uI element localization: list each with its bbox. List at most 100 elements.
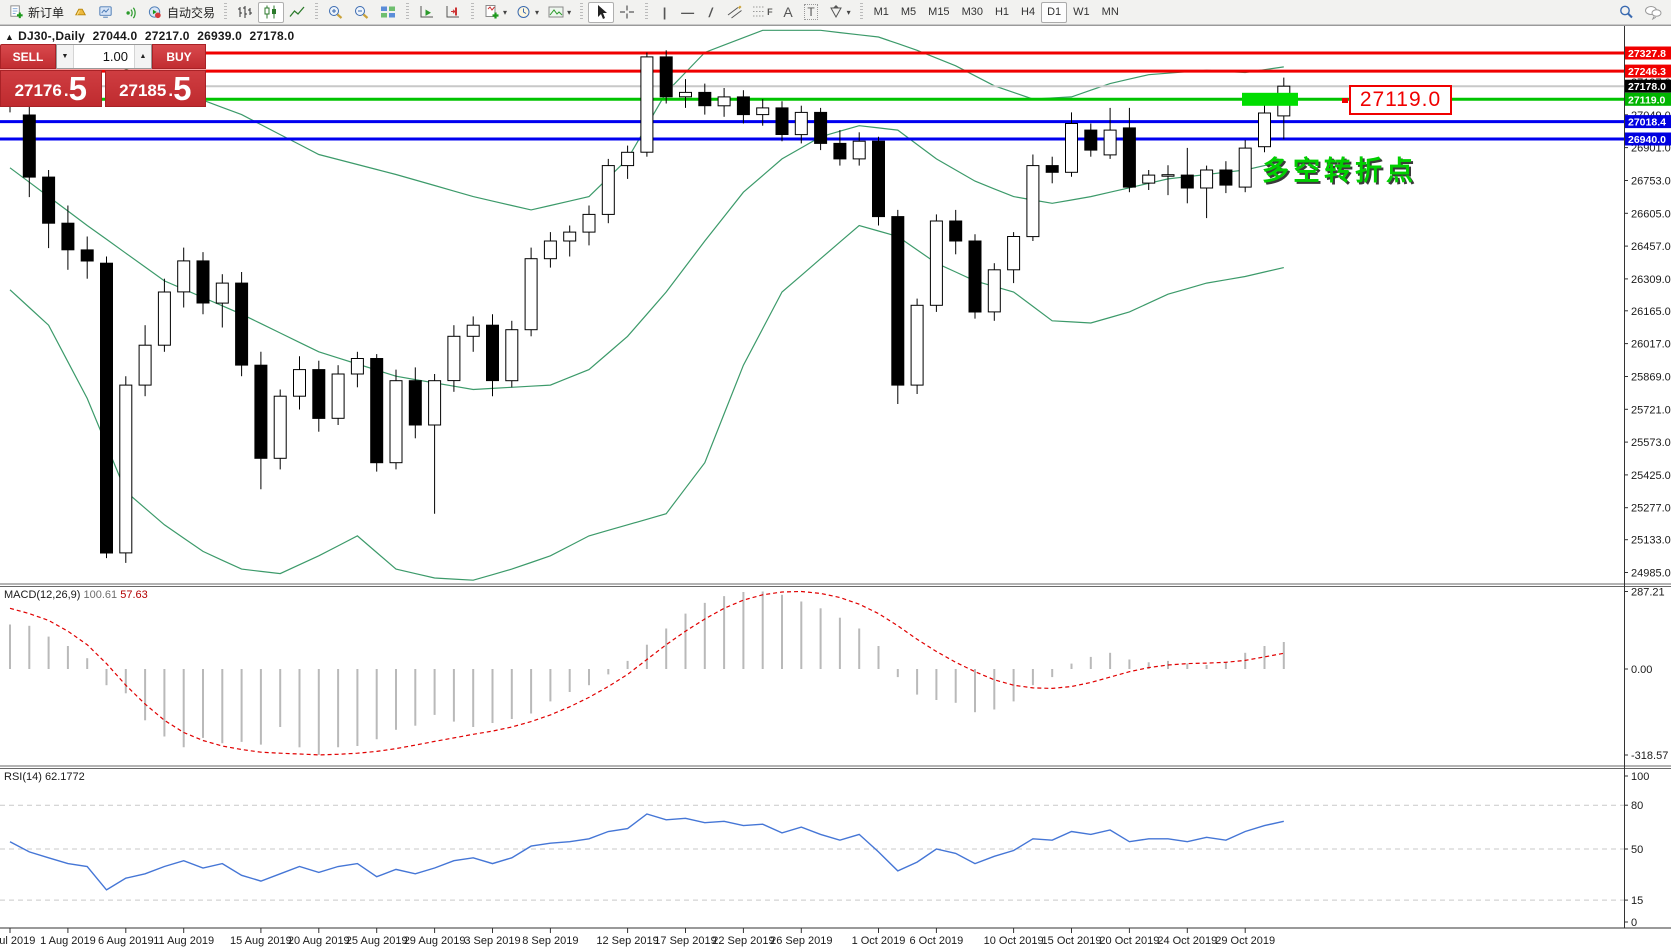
tab-m15[interactable]: M15 [928, 6, 950, 18]
candle-body [1103, 129, 1117, 156]
auto-trading-button[interactable]: 自动交易 [143, 2, 219, 23]
toolbar-grip [469, 3, 477, 21]
buy-button[interactable]: BUY [152, 44, 206, 69]
price-axis-tick-label: 26901.0 [1631, 143, 1671, 155]
candle-body [22, 114, 36, 178]
candle-body [1258, 112, 1271, 148]
turning-point-annotation[interactable]: 多空转折点 [1262, 156, 1417, 186]
crosshair-button[interactable] [614, 2, 640, 23]
dropdown-caret-icon[interactable]: ▾ [567, 7, 572, 17]
volume-input[interactable]: 1.00 [102, 49, 128, 64]
candle-body [756, 107, 770, 116]
toolbar-grip [643, 3, 651, 21]
indicators-button[interactable]: ▾ [479, 2, 511, 23]
candle-body [486, 324, 499, 382]
toolbar-grip [578, 3, 586, 21]
chart-background [0, 25, 1671, 949]
rsi-value: 62.1772 [44, 771, 85, 783]
fibonacci-button[interactable]: F [748, 2, 777, 23]
indicators-icon [485, 5, 499, 19]
candle-body [119, 384, 133, 554]
channel-icon [727, 5, 742, 19]
horizontal-line-button[interactable]: — [676, 2, 699, 23]
chat-icon [1645, 6, 1662, 20]
tab-m1[interactable]: M1 [873, 6, 889, 18]
price-axis-tick-label: 26309.0 [1631, 274, 1671, 286]
candle-body [891, 216, 905, 386]
price-badge [1625, 115, 1671, 129]
chart-shift-icon [446, 6, 460, 18]
tab-m30[interactable]: M30 [961, 6, 983, 18]
price-callout-box[interactable]: 27119.0 [1342, 85, 1452, 115]
auto-scroll-button[interactable] [414, 2, 440, 23]
new-order-button[interactable]: 新订单 [4, 2, 68, 23]
channel-button[interactable] [722, 2, 748, 23]
candle-body [717, 96, 731, 107]
tab-w1[interactable]: W1 [1073, 6, 1090, 18]
cursor-button[interactable] [588, 1, 615, 23]
time-axis-label: 20 Oct 2019 [1099, 935, 1159, 947]
tab-h1[interactable]: H1 [994, 6, 1010, 18]
price-badge-label: 27018.4 [1628, 117, 1666, 129]
sell-button[interactable]: SELL [0, 44, 56, 69]
time-axis-label: 3 Sep 2019 [464, 935, 520, 947]
signal-button[interactable] [118, 2, 143, 23]
search-button[interactable] [1613, 2, 1639, 23]
tile-windows-button[interactable] [375, 2, 401, 23]
collapse-arrow-icon[interactable]: ▲ [5, 32, 15, 42]
chart-shift-button[interactable] [440, 2, 466, 23]
candle-body [370, 358, 384, 464]
candle-body [833, 142, 847, 160]
line-chart-button[interactable] [284, 2, 310, 23]
dropdown-caret-icon[interactable]: ▾ [846, 7, 851, 17]
highlight-zone-rect[interactable] [1242, 92, 1298, 106]
template-icon [548, 6, 564, 18]
dropdown-caret-icon[interactable]: ▾ [535, 7, 540, 17]
chat-button[interactable] [1639, 2, 1667, 23]
text-label-button[interactable]: T [800, 2, 823, 23]
tab-h4[interactable]: H4 [1021, 6, 1036, 18]
candlestick-button[interactable] [258, 1, 285, 23]
vertical-line-button[interactable]: | [653, 2, 676, 23]
zoom-out-button[interactable] [349, 2, 375, 23]
tab-mn[interactable]: MN [1101, 6, 1119, 18]
sell-price-dot: . [63, 81, 69, 100]
template-button[interactable]: ▾ [543, 2, 575, 23]
market-watch-button[interactable] [93, 2, 118, 23]
gold-button[interactable] [68, 2, 93, 23]
zoom-in-button[interactable] [323, 2, 349, 23]
toolbar-grip [404, 3, 412, 21]
sell-price-display[interactable]: 27176. 5 [0, 70, 102, 107]
price-badge [1625, 79, 1671, 93]
volume-increase-button[interactable]: ▲ [134, 45, 151, 68]
bar-chart-button[interactable] [232, 2, 258, 23]
text-button[interactable]: A [777, 2, 800, 23]
buy-price-display[interactable]: 27185. 5 [104, 70, 206, 107]
price-badge-label: 27119.0 [1628, 94, 1666, 106]
tab-m5[interactable]: M5 [900, 6, 917, 18]
sell-price-frac: 5 [68, 70, 87, 107]
tab-d1[interactable]: D1 [1041, 1, 1068, 23]
candle-body [659, 56, 673, 98]
chart-header: ▲ DJ30-,Daily 27044.0 27217.0 26939.0 271… [5, 29, 298, 43]
volume-decrease-button[interactable]: ▼ [57, 45, 74, 68]
period-clock-button[interactable]: ▾ [511, 2, 543, 23]
volume-spinner: ▼ 1.00 ▲ [56, 44, 152, 69]
candle-body [794, 111, 808, 136]
dropdown-caret-icon[interactable]: ▾ [503, 7, 508, 17]
candle-body [679, 91, 692, 98]
trendline-icon: / [708, 4, 713, 20]
shapes-button[interactable]: ▾ [823, 2, 855, 23]
trendline-button[interactable]: / [699, 2, 722, 23]
time-axis-label: 6 Oct 2019 [909, 935, 963, 947]
time-axis-label: 24 Oct 2019 [1157, 935, 1217, 947]
price-axis-tick-label: 25425.0 [1631, 470, 1671, 482]
candle-body [543, 240, 557, 260]
time-axis-label: 26 Sep 2019 [770, 935, 832, 947]
candle-body [466, 324, 480, 337]
macd-signal-line [9, 590, 1284, 756]
ohlc-high: 27217.0 [144, 29, 190, 43]
candle-body [1142, 174, 1156, 184]
price-badge-label: 27246.3 [1628, 66, 1666, 78]
